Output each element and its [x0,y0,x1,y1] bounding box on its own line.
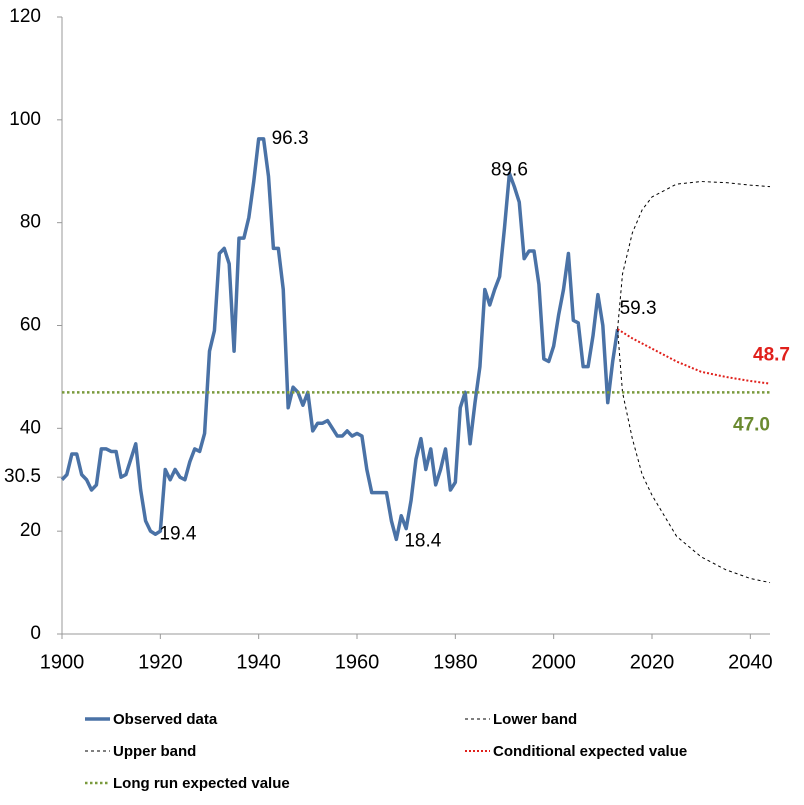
annotation: 18.4 [404,530,441,551]
x-tick-label: 2040 [728,651,773,673]
x-tick-label: 2020 [630,651,675,673]
legend-label: Long run expected value [113,775,290,792]
y-tick-label: 120 [9,6,41,27]
x-tick-label: 1900 [40,651,85,673]
y-tick-label: 20 [20,520,41,541]
series-line [617,181,771,330]
series-line [617,328,771,385]
y-tick-label: 60 [20,315,41,336]
x-tick-label: 1920 [138,651,183,673]
annotation: 96.3 [272,128,309,149]
y-tick-label: 30.5 [4,466,41,487]
y-tick-label: 40 [20,417,41,438]
series-line [617,329,771,584]
x-tick-label: 2000 [531,651,576,673]
y-tick-label: 100 [9,109,41,130]
x-tick-label: 1980 [433,651,478,673]
legend-label: Conditional expected value [493,743,687,760]
x-tick-label: 1940 [236,651,281,673]
legend-label: Observed data [113,711,218,728]
legend-label: Lower band [493,711,577,728]
annotation: 47.0 [733,414,770,435]
series-line [60,137,620,542]
x-tick-label: 1960 [335,651,380,673]
y-tick-label: 80 [20,212,41,233]
legend-label: Upper band [113,743,196,760]
annotation: 19.4 [159,523,196,544]
y-tick-label: 0 [30,623,41,644]
annotation: 59.3 [620,298,657,319]
annotation: 48.7 [753,345,790,366]
annotation: 89.6 [491,159,528,180]
